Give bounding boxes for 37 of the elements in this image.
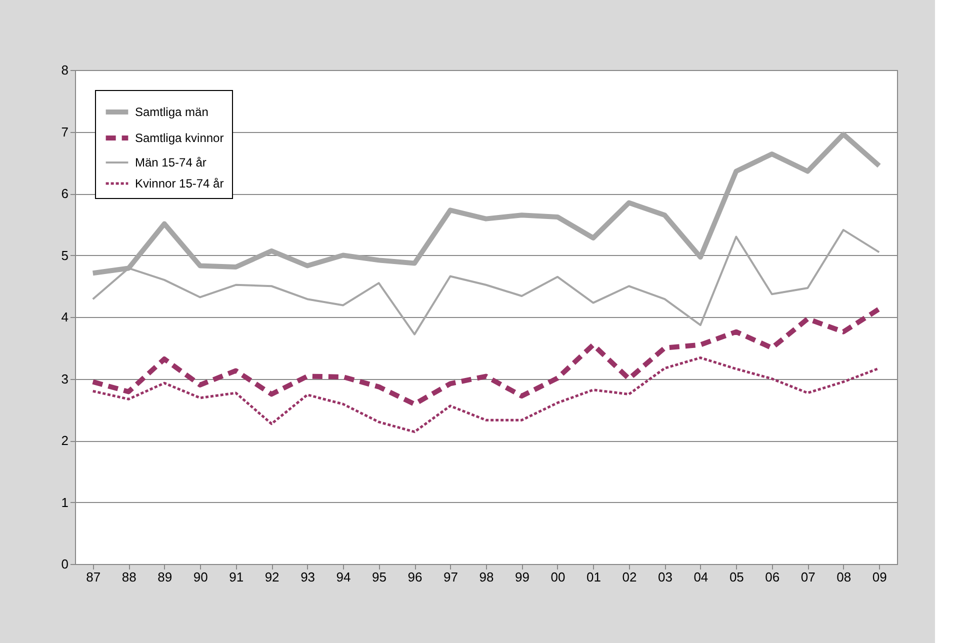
legend-label: Män 15-74 år: [135, 156, 206, 170]
line-series: [92, 356, 880, 434]
x-tick-label: 07: [800, 570, 816, 584]
x-tick-label: 02: [622, 570, 637, 584]
x-tick-label: 00: [550, 570, 566, 584]
y-tick-label: 0: [61, 556, 68, 572]
x-tick-label: 08: [836, 570, 852, 584]
y-tick-label: 6: [61, 186, 68, 201]
x-tick-label: 88: [122, 570, 136, 584]
y-tick-label: 2: [61, 433, 68, 448]
legend-label: Kvinnor 15-74 år: [135, 176, 224, 190]
x-tick-label: 89: [158, 570, 172, 584]
x-tick-label: 99: [515, 570, 530, 584]
y-tick-label: 7: [61, 124, 68, 140]
x-tick-label: 04: [694, 570, 708, 584]
legend-label: Samtliga män: [135, 105, 208, 119]
x-tick-label: 97: [444, 570, 458, 584]
x-tick-label: 87: [86, 570, 101, 584]
legend-label: Samtliga kvinnor: [135, 131, 224, 145]
x-tick-label: 95: [372, 570, 387, 584]
y-tick-label: 5: [61, 248, 68, 263]
y-tick-label: 8: [61, 62, 68, 78]
x-tick-label: 06: [765, 570, 780, 584]
x-tick-label: 90: [193, 570, 208, 584]
x-tick-label: 03: [658, 570, 672, 584]
x-tick-label: 92: [264, 570, 280, 584]
x-tick-label: 05: [729, 570, 744, 584]
x-tick-label: 96: [408, 570, 422, 584]
x-tick-label: 98: [479, 570, 494, 584]
y-tick-label: 3: [61, 371, 68, 386]
y-tick-label: 1: [61, 494, 68, 510]
x-tick-label: 09: [872, 570, 887, 584]
x-tick-label: 01: [586, 570, 601, 584]
x-tick-label: 93: [300, 570, 316, 584]
x-tick-label: 94: [336, 570, 351, 584]
x-tick-label: 91: [229, 570, 244, 584]
y-tick-label: 4: [61, 310, 68, 324]
